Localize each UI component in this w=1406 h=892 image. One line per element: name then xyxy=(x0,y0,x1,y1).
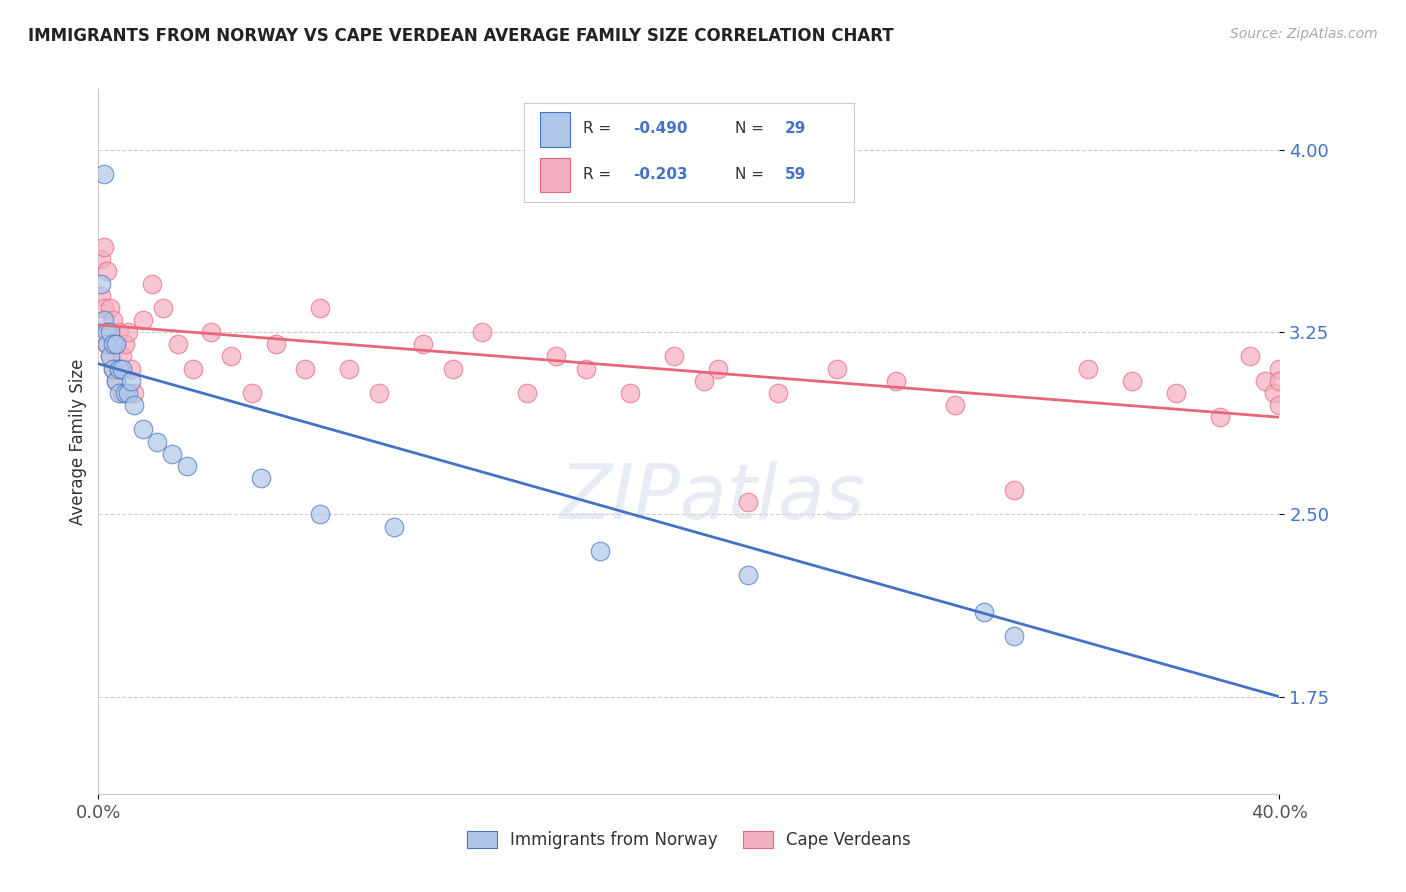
Point xyxy=(441,361,464,376)
Point xyxy=(766,386,789,401)
Point xyxy=(368,386,391,401)
Point xyxy=(309,508,332,522)
Point xyxy=(146,434,169,449)
Point xyxy=(825,361,848,376)
Point xyxy=(167,337,190,351)
Point xyxy=(90,277,112,291)
Point xyxy=(737,568,759,582)
Point xyxy=(117,386,139,401)
Point xyxy=(309,301,332,315)
Point xyxy=(382,519,405,533)
Point xyxy=(737,495,759,509)
Point xyxy=(98,350,121,364)
Point xyxy=(619,386,641,401)
Point xyxy=(96,325,118,339)
Point xyxy=(93,167,115,181)
Point xyxy=(141,277,163,291)
Point xyxy=(1209,410,1232,425)
Point xyxy=(98,301,121,315)
Point xyxy=(176,458,198,473)
Point xyxy=(1002,483,1025,497)
Point xyxy=(132,313,155,327)
Point xyxy=(120,361,142,376)
Point xyxy=(96,264,118,278)
Point xyxy=(943,398,966,412)
Point xyxy=(108,361,131,376)
Point xyxy=(90,289,112,303)
Text: Source: ZipAtlas.com: Source: ZipAtlas.com xyxy=(1230,27,1378,41)
Point xyxy=(1239,350,1261,364)
Point xyxy=(1268,398,1291,412)
Point xyxy=(105,337,128,351)
Point xyxy=(111,386,134,401)
Point xyxy=(1077,361,1099,376)
Point xyxy=(516,386,538,401)
Point xyxy=(339,361,361,376)
Point xyxy=(117,325,139,339)
Point xyxy=(240,386,263,401)
Point xyxy=(1268,361,1291,376)
Point xyxy=(264,337,287,351)
Point xyxy=(108,325,131,339)
Point xyxy=(471,325,494,339)
Point xyxy=(105,337,128,351)
Point xyxy=(108,361,131,376)
Point xyxy=(575,361,598,376)
Legend: Immigrants from Norway, Cape Verdeans: Immigrants from Norway, Cape Verdeans xyxy=(460,824,918,856)
Point xyxy=(114,337,136,351)
Point xyxy=(1121,374,1143,388)
Point xyxy=(90,252,112,267)
Point xyxy=(181,361,204,376)
Point xyxy=(1263,386,1285,401)
Point xyxy=(98,350,121,364)
Point xyxy=(103,337,125,351)
Point xyxy=(120,374,142,388)
Point xyxy=(693,374,716,388)
Point xyxy=(589,544,612,558)
Point xyxy=(96,337,118,351)
Point xyxy=(122,386,145,401)
Point xyxy=(973,605,995,619)
Point xyxy=(111,361,134,376)
Point xyxy=(103,313,125,327)
Point xyxy=(884,374,907,388)
Point xyxy=(103,361,125,376)
Point xyxy=(96,337,118,351)
Point xyxy=(200,325,222,339)
Point xyxy=(122,398,145,412)
Point xyxy=(412,337,434,351)
Point xyxy=(1268,374,1291,388)
Point xyxy=(707,361,730,376)
Point xyxy=(132,422,155,436)
Point xyxy=(105,374,128,388)
Point xyxy=(93,240,115,254)
Point xyxy=(108,386,131,401)
Point xyxy=(93,313,115,327)
Point xyxy=(250,471,273,485)
Point xyxy=(93,301,115,315)
Point xyxy=(111,350,134,364)
Point xyxy=(114,386,136,401)
Text: ZIPatlas: ZIPatlas xyxy=(560,461,865,535)
Point xyxy=(664,350,686,364)
Point xyxy=(105,374,128,388)
Point xyxy=(1166,386,1188,401)
Y-axis label: Average Family Size: Average Family Size xyxy=(69,359,87,524)
Point xyxy=(1254,374,1277,388)
Point xyxy=(221,350,243,364)
Point xyxy=(103,361,125,376)
Point xyxy=(152,301,174,315)
Point xyxy=(1002,629,1025,643)
Point xyxy=(98,325,121,339)
Point xyxy=(162,447,183,461)
Text: IMMIGRANTS FROM NORWAY VS CAPE VERDEAN AVERAGE FAMILY SIZE CORRELATION CHART: IMMIGRANTS FROM NORWAY VS CAPE VERDEAN A… xyxy=(28,27,894,45)
Point xyxy=(546,350,568,364)
Point xyxy=(294,361,316,376)
